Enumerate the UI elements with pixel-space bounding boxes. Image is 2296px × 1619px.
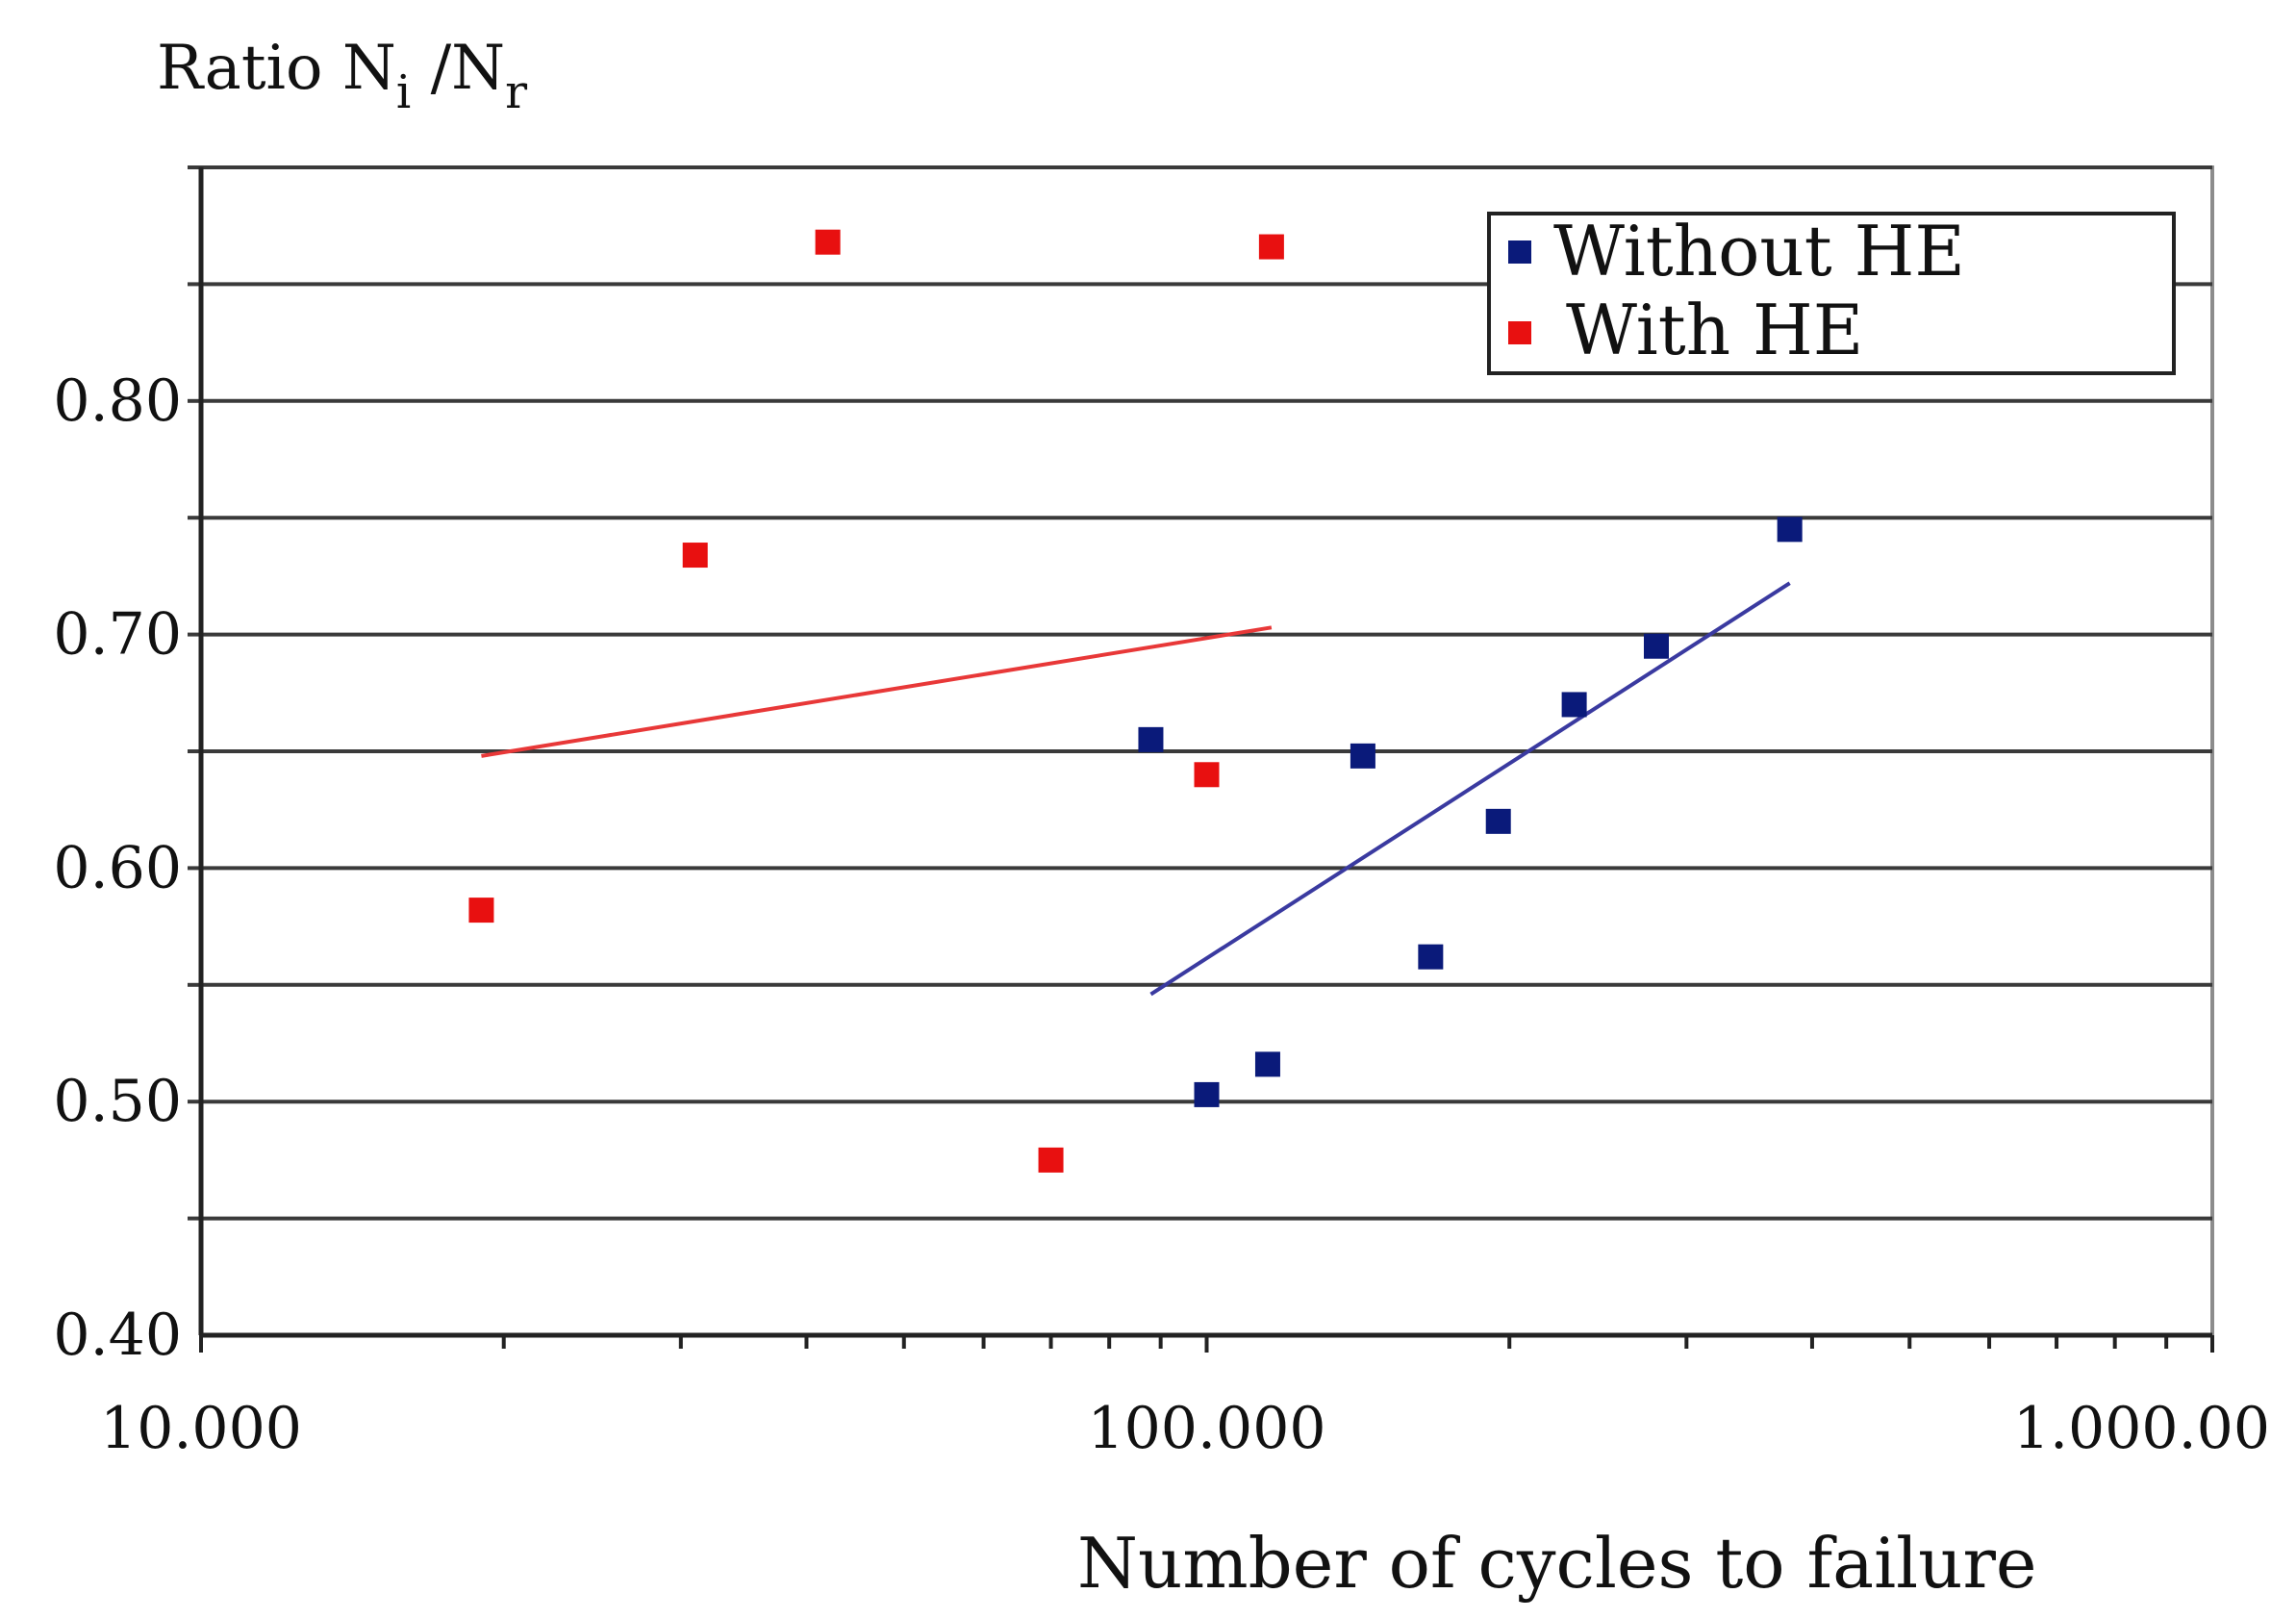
legend-marker-with-he xyxy=(1508,321,1531,344)
gridlines xyxy=(201,165,2212,1221)
data-points xyxy=(468,229,1803,1173)
point-with-he xyxy=(682,543,708,569)
point-without-he xyxy=(1418,944,1444,970)
point-with-he xyxy=(468,898,494,923)
y-tick-label: 0.60 xyxy=(53,834,182,901)
point-with-he xyxy=(815,229,841,255)
x-tick-label: 10.000 xyxy=(100,1395,302,1462)
point-without-he xyxy=(1138,726,1164,752)
x-axis-title: Number of cycles to failure xyxy=(1077,1523,2037,1604)
trendline-without-he xyxy=(1149,581,1791,997)
point-with-he xyxy=(1038,1147,1064,1173)
trendlines xyxy=(481,581,1791,997)
legend-box xyxy=(1487,212,2176,375)
point-without-he xyxy=(1254,1051,1280,1077)
y-axis-title-main: Ratio N xyxy=(157,33,396,104)
y-tick-label: 0.50 xyxy=(53,1068,182,1135)
point-with-he xyxy=(1258,234,1284,260)
legend-label-with-he: With HE xyxy=(1566,290,1863,370)
y-axis-title-separator: /N xyxy=(411,33,505,104)
point-without-he xyxy=(1350,743,1375,769)
tick-labels: 0.40 0.50 0.60 0.70 0.80 10.000 100.000 1.000.0… xyxy=(53,367,2270,1462)
trendline-with-he xyxy=(481,625,1273,758)
y-tick-label: 0.70 xyxy=(53,601,182,669)
point-without-he xyxy=(1644,633,1670,659)
legend-marker-without-he xyxy=(1508,240,1531,264)
y-axis-title-sub-i: i xyxy=(396,65,411,119)
point-with-he xyxy=(1194,762,1220,788)
x-tick-label: 1.000.00 xyxy=(2013,1395,2270,1462)
point-without-he xyxy=(1194,1081,1220,1107)
y-tick-label: 0.80 xyxy=(53,367,182,435)
y-tick-label: 0.40 xyxy=(53,1302,182,1369)
point-without-he xyxy=(1561,692,1587,718)
point-without-he xyxy=(1485,808,1511,834)
y-axis-title-sub-r: r xyxy=(505,65,527,119)
x-tick-label: 100.000 xyxy=(1087,1395,1325,1462)
legend: Without HE With HE xyxy=(1487,211,2176,375)
axes xyxy=(188,165,2214,1353)
y-axis-title: Ratio Ni /Nr xyxy=(157,33,527,119)
legend-label-without-he: Without HE xyxy=(1553,211,1965,291)
point-without-he xyxy=(1777,517,1803,543)
